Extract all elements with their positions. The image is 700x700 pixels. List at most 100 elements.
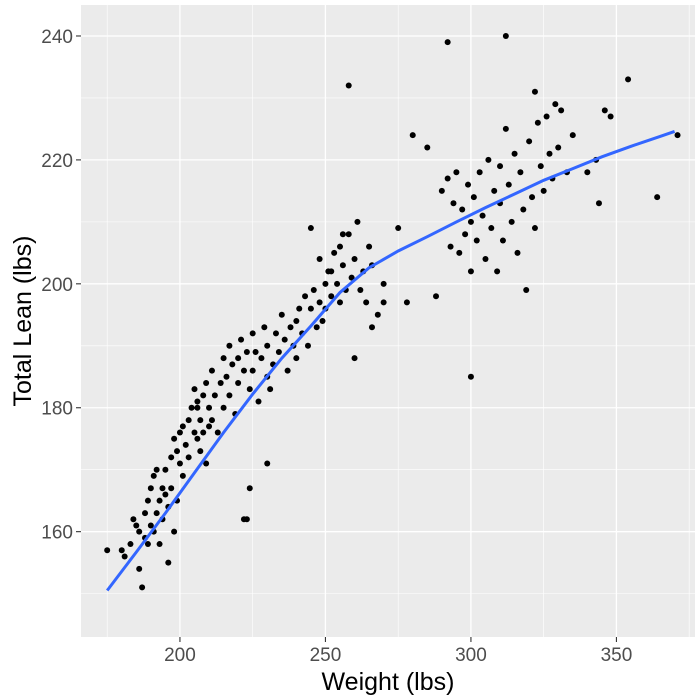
data-point: [380, 299, 387, 306]
data-point: [526, 138, 533, 145]
data-point: [243, 348, 250, 355]
data-point: [191, 429, 198, 436]
data-point: [529, 194, 536, 201]
data-point: [226, 392, 233, 399]
data-point: [569, 132, 576, 139]
data-point: [409, 132, 416, 139]
data-point: [465, 181, 472, 188]
data-point: [395, 225, 402, 232]
data-point: [459, 206, 466, 213]
y-tick-label: 200: [41, 275, 73, 296]
data-point: [505, 181, 512, 188]
data-point: [438, 187, 445, 194]
data-point: [304, 342, 311, 349]
data-point: [168, 454, 175, 461]
axis-ticks: [76, 35, 617, 642]
data-point: [243, 516, 250, 523]
data-point: [517, 169, 524, 176]
data-point: [302, 293, 309, 300]
data-point: [433, 293, 440, 300]
data-point: [307, 225, 314, 232]
data-point: [476, 169, 483, 176]
x-axis-title: Weight (lbs): [322, 668, 455, 696]
data-point: [246, 485, 253, 492]
data-point: [537, 163, 544, 170]
data-point: [502, 32, 509, 39]
data-point: [150, 472, 157, 479]
data-point: [625, 76, 632, 83]
data-point: [264, 342, 271, 349]
data-point: [203, 460, 210, 467]
data-point: [246, 386, 253, 393]
data-point: [200, 429, 207, 436]
data-point: [272, 330, 279, 337]
data-point: [293, 318, 300, 324]
data-point: [470, 194, 477, 201]
data-point: [191, 386, 198, 393]
smooth-line: [106, 129, 676, 592]
data-point: [261, 324, 268, 331]
data-point: [601, 107, 608, 114]
data-point: [674, 132, 681, 139]
data-point: [654, 194, 661, 201]
data-point: [229, 361, 236, 368]
data-point: [162, 466, 169, 473]
data-point: [508, 218, 515, 225]
x-tick-label: 300: [455, 645, 487, 666]
data-point: [488, 225, 495, 232]
data-point: [531, 225, 538, 232]
data-point: [147, 522, 154, 529]
data-point: [281, 336, 288, 343]
data-point: [208, 367, 215, 374]
data-point: [328, 293, 335, 300]
y-tick-label: 220: [41, 151, 73, 172]
data-point: [497, 163, 504, 170]
data-point: [363, 299, 370, 306]
data-point: [197, 417, 204, 424]
data-point: [540, 187, 547, 194]
y-tick-label: 160: [41, 523, 73, 544]
panel-background: [81, 5, 695, 637]
data-point: [165, 559, 172, 566]
data-point: [136, 565, 143, 572]
x-tick-labels: 200 250 300 350: [164, 645, 632, 666]
data-point: [534, 119, 541, 126]
data-point: [255, 398, 262, 405]
data-point: [552, 101, 559, 108]
data-point: [220, 404, 227, 411]
data-point: [467, 268, 474, 275]
data-point: [133, 522, 140, 529]
data-point: [147, 485, 154, 492]
data-point: [558, 107, 565, 114]
x-tick-label: 350: [601, 645, 633, 666]
x-tick-label: 250: [310, 645, 342, 666]
data-point: [238, 336, 245, 343]
data-point: [296, 305, 303, 312]
data-point: [450, 200, 457, 207]
data-point: [467, 218, 474, 225]
data-point: [479, 212, 486, 219]
data-point: [194, 435, 201, 442]
data-point: [206, 404, 213, 411]
data-point: [264, 460, 271, 467]
data-point: [380, 280, 387, 287]
data-point: [555, 144, 562, 151]
data-point: [211, 392, 218, 399]
data-point: [499, 237, 506, 244]
data-point: [322, 280, 329, 287]
data-point: [176, 429, 183, 436]
data-point: [336, 299, 343, 306]
data-point: [345, 231, 352, 238]
data-point: [351, 355, 358, 362]
data-point: [118, 547, 125, 554]
data-point: [462, 231, 469, 238]
data-point: [197, 448, 204, 455]
data-point: [168, 485, 175, 492]
data-point: [339, 262, 346, 269]
data-point: [223, 373, 230, 380]
data-point: [235, 379, 242, 386]
data-point: [144, 497, 151, 504]
data-point: [316, 256, 323, 263]
data-point: [179, 423, 186, 430]
data-point: [214, 429, 221, 436]
